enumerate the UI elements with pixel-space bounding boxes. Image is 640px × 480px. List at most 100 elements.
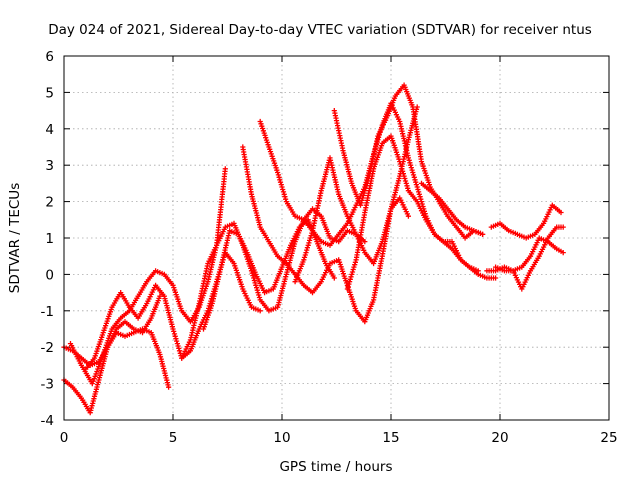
data-point [303, 250, 309, 256]
data-point [417, 194, 423, 200]
data-point [251, 275, 257, 281]
data-point [351, 264, 357, 270]
data-point [404, 183, 410, 189]
data-point [391, 142, 397, 148]
data-point [413, 182, 419, 188]
data-point [360, 195, 366, 201]
data-point [493, 275, 499, 281]
series-track-15 [493, 235, 566, 274]
y-tick-label: -2 [41, 340, 54, 356]
data-point [309, 230, 315, 236]
data-point [175, 298, 182, 305]
data-point [305, 242, 311, 248]
y-tick-label: -4 [41, 413, 54, 429]
data-point [414, 184, 420, 190]
y-axis-label: SDTVAR / TECUs [7, 183, 23, 293]
data-point [95, 346, 101, 352]
data-point [256, 294, 263, 301]
data-point [276, 174, 282, 180]
data-point [308, 233, 314, 239]
data-point [258, 121, 264, 127]
y-tick-label: 5 [45, 85, 54, 101]
y-tick-label: -3 [41, 377, 54, 393]
data-point [400, 171, 406, 177]
data-point [360, 192, 366, 199]
data-point [250, 273, 256, 279]
data-point [95, 366, 101, 372]
data-point [399, 166, 405, 172]
data-point [281, 191, 287, 197]
series-track-12 [418, 180, 486, 237]
data-point [412, 177, 418, 183]
data-point [418, 196, 424, 202]
data-point [250, 198, 256, 204]
data-point [480, 231, 486, 237]
data-point [253, 282, 259, 288]
data-point [409, 167, 415, 173]
data-point [414, 104, 420, 110]
x-tick-label: 15 [382, 430, 399, 446]
data-point [176, 348, 183, 354]
data-point [411, 174, 417, 180]
x-tick-label: 10 [273, 430, 290, 446]
data-point [89, 381, 95, 387]
data-point [403, 180, 409, 186]
data-point [171, 331, 178, 337]
data-point [208, 305, 214, 311]
data-point [415, 186, 421, 193]
data-point [301, 257, 307, 263]
data-point [248, 268, 255, 274]
data-point [413, 179, 419, 185]
data-point [280, 189, 287, 195]
data-point [422, 170, 429, 176]
data-point [358, 200, 364, 206]
data-point [157, 293, 163, 299]
x-tick-label: 25 [600, 430, 617, 446]
series-track-11 [344, 133, 499, 292]
data-point [394, 182, 400, 189]
data-point [307, 235, 313, 241]
series-track-1 [61, 326, 172, 416]
data-point [349, 269, 356, 275]
data-point [157, 354, 164, 360]
data-point [307, 237, 313, 243]
data-point [347, 279, 353, 285]
data-point [171, 285, 177, 291]
data-point [275, 172, 281, 178]
data-point [263, 135, 269, 141]
data-series [61, 82, 566, 416]
data-point [410, 172, 417, 178]
data-point [288, 253, 294, 259]
data-point [397, 161, 403, 167]
data-point [357, 202, 364, 208]
data-point [408, 165, 414, 171]
data-point [344, 286, 350, 292]
data-point [408, 162, 414, 168]
data-point [280, 186, 286, 193]
data-point [558, 209, 564, 216]
data-point [398, 163, 404, 169]
x-tick-label: 20 [491, 430, 508, 446]
y-tick-label: 0 [45, 267, 54, 283]
data-point [347, 276, 353, 282]
data-point [97, 361, 103, 367]
data-point [268, 151, 274, 157]
data-point [340, 148, 346, 154]
series-track-7 [240, 104, 420, 325]
data-point [349, 271, 355, 277]
data-point [172, 333, 178, 339]
data-point [396, 156, 402, 162]
data-point [397, 159, 403, 165]
data-point [275, 304, 281, 310]
data-point [252, 280, 258, 286]
series-track-9 [292, 155, 368, 285]
data-point [239, 284, 245, 290]
data-point [92, 373, 98, 379]
data-point [176, 345, 182, 351]
data-point [94, 368, 100, 375]
data-point [402, 178, 409, 184]
data-point [304, 245, 310, 251]
data-point [416, 189, 422, 195]
series-track-14 [484, 224, 566, 292]
